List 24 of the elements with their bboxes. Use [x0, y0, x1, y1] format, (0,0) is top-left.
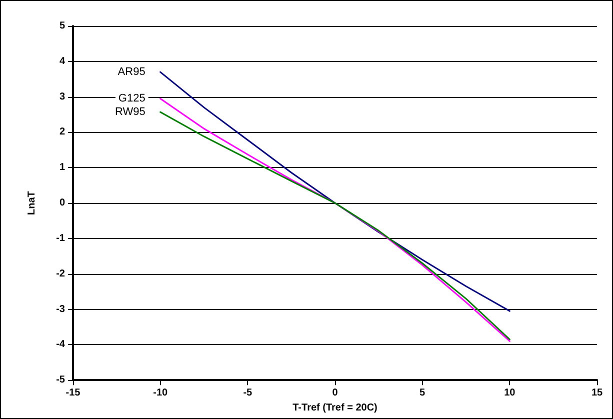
series-label: AR95	[118, 66, 146, 78]
x-tick-label: -5	[243, 388, 253, 399]
x-tick-label: -15	[66, 388, 81, 399]
y-tick-label: -2	[56, 268, 66, 280]
x-axis-title: T-Tref (Tref = 20C)	[292, 402, 378, 414]
x-tick-label: 10	[504, 388, 516, 399]
line-series	[160, 71, 510, 312]
x-tick-label: 0	[332, 388, 338, 399]
y-axis-title: LnaT	[26, 191, 38, 215]
x-tick-label: 15	[591, 388, 603, 399]
x-tick-label: 5	[420, 388, 426, 399]
y-tick-label: 5	[59, 20, 66, 32]
x-tick-label: -10	[153, 388, 168, 399]
y-tick-label: 2	[59, 126, 66, 138]
y-tick-label: 0	[59, 198, 66, 209]
y-tick-label: 3	[59, 91, 66, 102]
y-tick-label: -4	[56, 339, 66, 350]
y-tick-label: -1	[56, 232, 66, 244]
y-tick-label: -5	[56, 374, 66, 386]
y-tick-label: 1	[59, 162, 66, 174]
y-tick-label: 4	[59, 56, 66, 67]
series-label: G125	[118, 92, 146, 105]
series-label: RW95	[114, 106, 146, 118]
y-tick-label: -3	[56, 304, 66, 315]
